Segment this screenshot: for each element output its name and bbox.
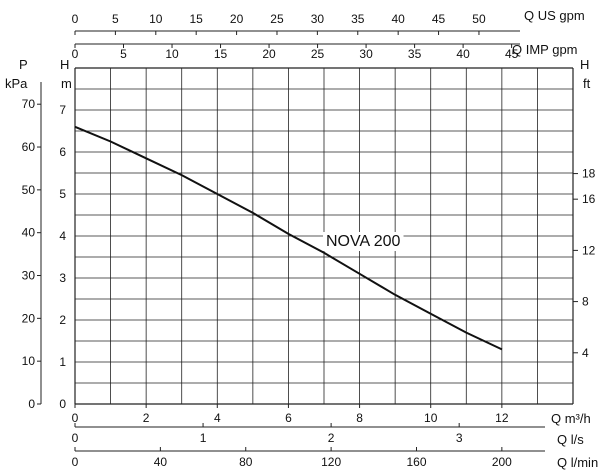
x-tick-label-usgpm: 45	[432, 12, 446, 26]
x-tick-label-ls: 2	[328, 431, 335, 445]
y-axis-label-kpa: kPa	[5, 76, 28, 91]
y-tick-label-ft: 8	[582, 295, 589, 309]
x-tick-label-impgpm: 35	[408, 47, 422, 61]
x-axis-label-lmin: Q l/min	[557, 455, 598, 470]
x-tick-label-usgpm: 40	[391, 12, 405, 26]
x-tick-label-impgpm: 15	[214, 47, 228, 61]
x-tick-label-m3h: 12	[495, 411, 509, 425]
x-tick-label-m3h: 6	[285, 411, 292, 425]
y-tick-label-m: 0	[59, 397, 66, 411]
y-tick-label-m: 1	[59, 355, 66, 369]
series-layer	[74, 125, 503, 351]
y-tick-label-m: 5	[59, 187, 66, 201]
y-tick-label-kpa: 60	[22, 140, 36, 154]
x-tick-label-ls: 0	[72, 431, 79, 445]
y-tick-label-kpa: 20	[22, 311, 36, 325]
y-tick-label-kpa: 30	[22, 269, 36, 283]
x-tick-label-usgpm: 0	[72, 12, 79, 26]
y-tick-label-m: 4	[59, 229, 66, 243]
y-tick-label-m: 6	[59, 145, 66, 159]
x-tick-label-impgpm: 20	[262, 47, 276, 61]
curve-label-background	[323, 232, 404, 251]
x-tick-label-ls: 3	[456, 431, 463, 445]
x-tick-label-impgpm: 40	[456, 47, 470, 61]
curve-label: NOVA 200	[326, 233, 401, 250]
y-tick-label-kpa: 40	[22, 226, 36, 240]
x-tick-label-m3h: 4	[214, 411, 221, 425]
x-tick-label-impgpm: 25	[311, 47, 325, 61]
x-tick-label-impgpm: 5	[120, 47, 127, 61]
x-tick-label-usgpm: 30	[311, 12, 325, 26]
y-tick-label-m: 3	[59, 271, 66, 285]
y-tick-label-kpa: 50	[22, 183, 36, 197]
x-tick-label-m3h: 10	[424, 411, 438, 425]
x-tick-label-ls: 1	[200, 431, 207, 445]
x-tick-label-usgpm: 20	[230, 12, 244, 26]
y-tick-label-ft: 16	[582, 192, 596, 206]
x-axis-label-m3h: Q m³/h	[551, 411, 591, 426]
x-tick-label-usgpm: 50	[472, 12, 486, 26]
x-tick-label-lmin: 160	[406, 455, 426, 469]
x-tick-label-m3h: 2	[143, 411, 150, 425]
y-tick-label-kpa: 0	[28, 397, 35, 411]
x-tick-label-usgpm: 25	[270, 12, 284, 26]
x-tick-label-m3h: 8	[356, 411, 363, 425]
x-tick-label-impgpm: 0	[72, 47, 79, 61]
x-tick-label-usgpm: 15	[190, 12, 204, 26]
x-tick-label-usgpm: 35	[351, 12, 365, 26]
x-tick-label-lmin: 200	[492, 455, 512, 469]
x-tick-label-lmin: 0	[72, 455, 79, 469]
y-tick-label-ft: 18	[582, 167, 596, 181]
y-axis-label-h-ft: H	[580, 57, 589, 72]
y-tick-label-m: 7	[59, 103, 66, 117]
x-axis-label-impgpm: Q IMP gpm	[512, 42, 578, 57]
x-axis-label-ls: Q l/s	[557, 432, 584, 447]
y-tick-label-ft: 4	[582, 346, 589, 360]
x-tick-label-lmin: 40	[154, 455, 168, 469]
x-tick-label-impgpm: 10	[165, 47, 179, 61]
series-line-nova-200	[74, 125, 503, 351]
x-tick-label-impgpm: 45	[505, 47, 519, 61]
x-tick-label-lmin: 120	[321, 455, 341, 469]
grid	[74, 67, 574, 405]
y-axis-label-ft: ft	[583, 76, 591, 91]
y-axis-label-h-m: H	[60, 57, 69, 72]
y-tick-label-m: 2	[59, 313, 66, 327]
y-tick-label-kpa: 10	[22, 354, 36, 368]
y-axis-label-m: m	[61, 76, 72, 91]
x-axis-label-usgpm: Q US gpm	[524, 8, 585, 23]
x-tick-label-usgpm: 5	[112, 12, 119, 26]
x-tick-label-m3h: 0	[72, 411, 79, 425]
x-tick-label-impgpm: 30	[359, 47, 373, 61]
y-tick-label-kpa: 70	[22, 97, 36, 111]
y-tick-label-ft: 12	[582, 243, 596, 257]
x-tick-label-lmin: 80	[239, 455, 253, 469]
y-axis-label-p: P	[19, 57, 28, 72]
x-tick-label-usgpm: 10	[149, 12, 163, 26]
